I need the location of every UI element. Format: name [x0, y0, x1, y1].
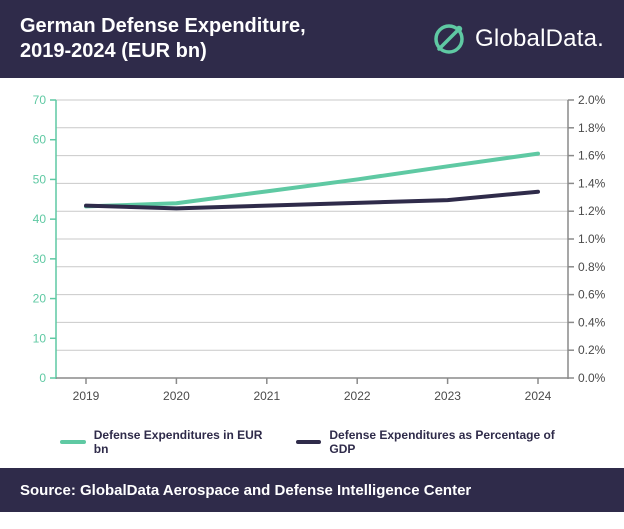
brand-logo: GlobalData. [431, 21, 604, 57]
line-chart: 0 10 20 30 40 50 60 70 0.0% 0.2% 0.4% 0.6% 0.8% 1.0% 1… [0, 78, 624, 428]
legend-label: Defense Expenditures as Percentage of GD… [329, 428, 564, 456]
svg-text:2021: 2021 [253, 389, 280, 403]
legend-item: Defense Expenditures in EUR bn [60, 428, 266, 456]
svg-text:1.0%: 1.0% [578, 232, 606, 246]
legend-item: Defense Expenditures as Percentage of GD… [296, 428, 564, 456]
svg-text:2020: 2020 [163, 389, 190, 403]
svg-text:70: 70 [33, 93, 47, 107]
svg-text:2023: 2023 [434, 389, 461, 403]
svg-text:2022: 2022 [344, 389, 371, 403]
svg-text:0.2%: 0.2% [578, 343, 606, 357]
svg-text:1.4%: 1.4% [578, 176, 606, 190]
svg-text:50: 50 [33, 172, 47, 186]
chart-legend: Defense Expenditures in EUR bn Defense E… [0, 428, 624, 470]
svg-text:1.6%: 1.6% [578, 149, 606, 163]
footer-bar: Source: GlobalData Aerospace and Defense… [0, 468, 624, 512]
legend-label: Defense Expenditures in EUR bn [94, 428, 266, 456]
svg-text:0.8%: 0.8% [578, 260, 606, 274]
svg-text:2019: 2019 [73, 389, 100, 403]
svg-text:1.2%: 1.2% [578, 204, 606, 218]
chart-area: 0 10 20 30 40 50 60 70 0.0% 0.2% 0.4% 0.6% 0.8% 1.0% 1… [0, 78, 624, 468]
svg-text:1.8%: 1.8% [578, 121, 606, 135]
svg-text:40: 40 [33, 212, 47, 226]
svg-text:2024: 2024 [525, 389, 552, 403]
svg-text:0: 0 [39, 371, 46, 385]
legend-swatch-icon [60, 440, 86, 444]
svg-text:0.4%: 0.4% [578, 315, 606, 329]
svg-text:60: 60 [33, 133, 47, 147]
svg-text:30: 30 [33, 252, 47, 266]
header-bar: German Defense Expenditure, 2019-2024 (E… [0, 0, 624, 78]
brand-mark-icon [431, 21, 467, 57]
svg-text:2.0%: 2.0% [578, 93, 606, 107]
svg-text:0.6%: 0.6% [578, 288, 606, 302]
legend-swatch-icon [296, 440, 322, 444]
chart-title: German Defense Expenditure, 2019-2024 (E… [20, 14, 320, 64]
brand-text: GlobalData. [475, 25, 604, 53]
svg-text:10: 10 [33, 331, 47, 345]
svg-text:20: 20 [33, 292, 47, 306]
footer-text: Source: GlobalData Aerospace and Defense… [20, 482, 471, 499]
svg-text:0.0%: 0.0% [578, 371, 606, 385]
